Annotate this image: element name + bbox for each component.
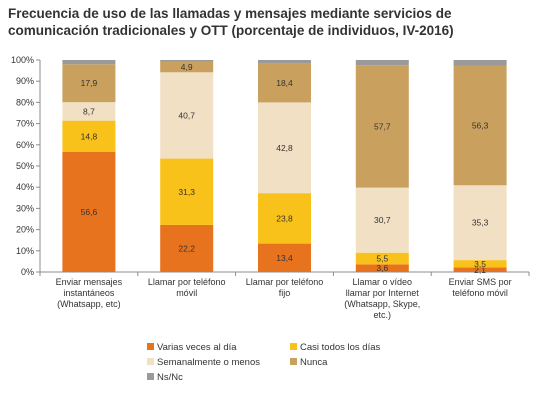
chart-title-line-1: Frecuencia de uso de las llamadas y mens… [8,6,452,21]
data-label: 17,9 [81,78,98,88]
data-label: 18,4 [276,78,293,88]
bar-segment [258,63,311,103]
data-label: 5,5 [376,254,388,264]
bar-segment [355,65,409,188]
x-category-label-line: fijo [279,288,291,298]
data-label: 40,7 [178,110,195,120]
data-label: 14,8 [81,131,98,141]
data-label: 22,2 [178,243,195,253]
bar-segment [355,60,409,66]
x-category-label-line: Enviar SMS por [449,277,512,287]
data-label: 8,7 [83,106,95,116]
x-category-label: Enviar mensajes instantáneos (Whatsapp, et… [56,277,123,309]
legend-swatch [147,358,154,365]
x-category-label: Llamar por teléfono móvil [148,277,226,298]
y-tick-label: 60% [16,140,34,150]
legend-swatch [290,358,297,365]
x-category-label-line: llamar por Internet [346,288,420,298]
x-category-label-line: Llamar por teléfono [148,277,226,287]
bar-segment [160,61,214,73]
x-category-label: Llamar o vídeo llamar por Internet (Whatsa… [344,277,420,320]
legend-swatch [290,343,297,350]
x-category-label-line: Llamar por teléfono [246,277,324,287]
x-category-label-line: (Whatsapp, Skype, [344,299,420,309]
y-tick-label: 50% [16,161,34,171]
data-label: 30,7 [374,215,391,225]
bar-segment [62,102,116,121]
legend-swatch [147,343,154,350]
bar-segment [160,60,214,62]
bar-segment [62,152,116,272]
data-label: 57,7 [374,121,391,131]
y-tick-label: 10% [16,246,34,256]
bar-segment [258,243,311,272]
x-category-label-line: Enviar mensajes [56,277,123,287]
bar-segment [355,264,409,272]
legend-label: Semanalmente o menos [157,357,260,368]
legend-label: Ns/Nc [157,372,183,383]
chart-title-line-2: comunicación tradicionales y OTT (porcen… [8,23,454,38]
bar-segment [62,64,116,103]
bar-segment [453,260,507,268]
y-tick-label: 40% [16,182,34,192]
y-tick-label: 30% [16,203,34,213]
bar-segment [453,60,507,66]
data-label: 35,3 [472,218,489,228]
data-label: 42,8 [276,143,293,153]
x-category-label: Llamar por teléfono fijo [246,277,324,298]
bar-segment [258,102,311,194]
bar-segment [258,193,311,244]
x-category-label-line: teléfono móvil [452,288,508,298]
data-label: 3,5 [474,259,486,269]
bar-segment [355,187,409,253]
bar-segment [355,252,409,265]
bar-segment [258,60,311,64]
x-category-label-line: móvil [176,288,197,298]
data-label: 13,4 [276,253,293,263]
y-tick-label: 90% [16,76,34,86]
bar-segment [160,72,214,159]
data-label: 23,8 [276,213,293,223]
data-label: 4,9 [181,62,193,72]
bar-segment [453,65,507,186]
x-category-label-line: Llamar o vídeo [353,277,413,287]
y-tick-label: 80% [16,97,34,107]
bar-segment [160,158,214,225]
y-tick-label: 0% [21,267,34,277]
x-category-label-line: instantáneos [63,288,115,298]
x-category-label: Enviar SMS por teléfono móvil [449,277,512,298]
legend-label: Casi todos los días [300,342,381,353]
x-category-label-line: etc.) [374,310,392,320]
bar-segment [453,267,507,272]
chart-title: Frecuencia de uso de las llamadas y mens… [8,5,544,39]
y-tick-label: 100% [11,55,34,65]
data-label: 56,6 [81,207,98,217]
y-tick-label: 20% [16,225,34,235]
y-tick-label: 70% [16,119,34,129]
legend-swatch [147,373,154,380]
bar-segment [62,60,116,65]
data-label: 31,3 [178,187,195,197]
bar-segment [62,120,116,153]
data-label: 3,6 [376,263,388,273]
bar-segment [160,224,214,272]
legend-label: Varias veces al día [157,342,237,353]
legend-label: Nunca [300,357,328,368]
data-label: 2,1 [474,265,486,275]
data-label: 56,3 [472,121,489,131]
x-category-label-line: (Whatsapp, etc) [57,299,121,309]
bar-segment [453,185,507,261]
